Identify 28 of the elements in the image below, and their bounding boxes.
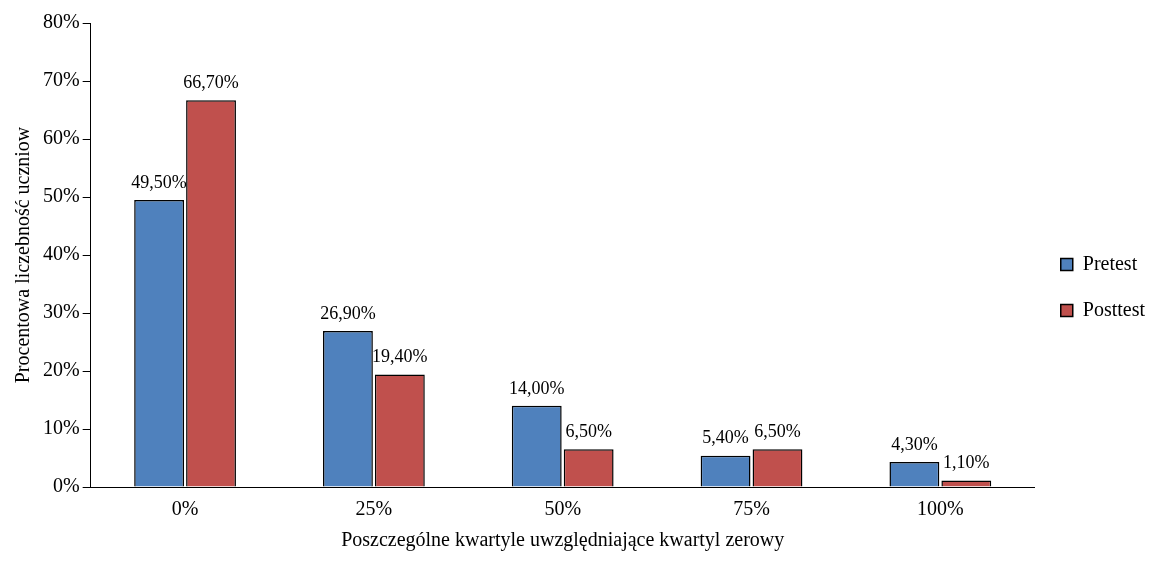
- y-tick-label: 50%: [42, 184, 80, 207]
- data-label: 66,70%: [183, 71, 239, 92]
- y-tick-label: 80%: [42, 10, 80, 33]
- y-tick-label: 40%: [42, 242, 80, 265]
- data-label: 4,30%: [891, 433, 938, 454]
- x-tick-label: 100%: [917, 497, 964, 520]
- legend-label: Pretest: [1082, 251, 1138, 274]
- y-axis-title: Procentowa liczebność uczniow: [11, 126, 34, 384]
- data-label: 1,10%: [943, 452, 990, 473]
- y-tick-label: 0%: [52, 474, 80, 497]
- legend-label: Posttest: [1082, 297, 1146, 320]
- y-tick-label: 70%: [42, 68, 80, 91]
- data-label: 5,40%: [702, 427, 749, 448]
- y-tick-label: 20%: [42, 358, 80, 381]
- data-label: 26,90%: [320, 302, 376, 323]
- x-tick-label: 50%: [544, 497, 582, 520]
- y-tick-label: 30%: [42, 300, 80, 323]
- data-label: 14,00%: [509, 377, 565, 398]
- x-tick-label: 0%: [171, 497, 199, 520]
- data-label: 19,40%: [372, 346, 428, 367]
- data-label: 6,50%: [754, 421, 801, 442]
- y-tick-label: 60%: [42, 126, 80, 149]
- x-tick-label: 75%: [733, 497, 770, 520]
- data-label: 49,50%: [131, 171, 187, 192]
- x-tick-label: 25%: [355, 497, 393, 520]
- y-tick-label: 10%: [42, 416, 80, 439]
- data-label: 6,50%: [565, 421, 612, 442]
- x-axis-title: Poszczególne kwartyle uwzględniające kwartyl zerowy: [341, 528, 785, 552]
